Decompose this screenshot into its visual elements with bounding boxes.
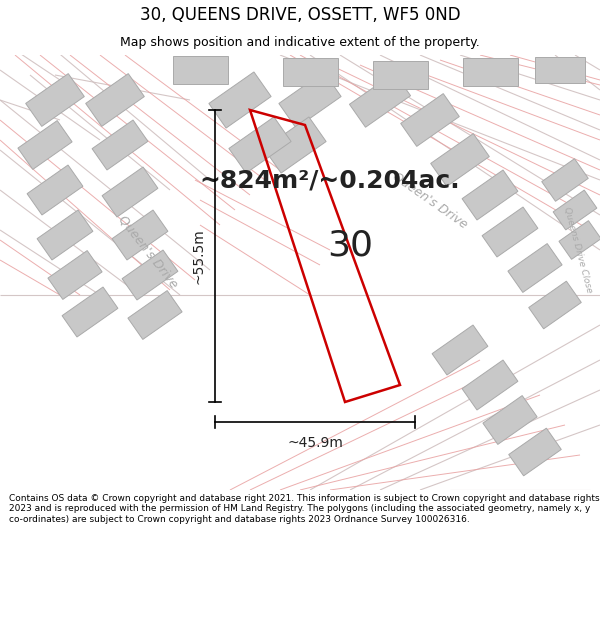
Text: Queen's Drive: Queen's Drive (390, 169, 470, 231)
Text: ~45.9m: ~45.9m (287, 436, 343, 450)
Polygon shape (509, 428, 561, 476)
Polygon shape (508, 244, 562, 292)
Polygon shape (18, 121, 72, 169)
Polygon shape (463, 58, 517, 86)
Text: Contains OS data © Crown copyright and database right 2021. This information is : Contains OS data © Crown copyright and d… (9, 494, 599, 524)
Polygon shape (279, 72, 341, 128)
Polygon shape (529, 281, 581, 329)
Polygon shape (209, 72, 271, 128)
Text: Map shows position and indicative extent of the property.: Map shows position and indicative extent… (120, 36, 480, 49)
Text: 30, QUEENS DRIVE, OSSETT, WF5 0ND: 30, QUEENS DRIVE, OSSETT, WF5 0ND (140, 6, 460, 24)
Polygon shape (86, 74, 145, 126)
Polygon shape (26, 74, 85, 126)
Polygon shape (283, 58, 337, 86)
Polygon shape (48, 251, 102, 299)
Polygon shape (27, 165, 83, 215)
Text: ~824m²/~0.204ac.: ~824m²/~0.204ac. (200, 168, 460, 192)
Polygon shape (483, 396, 537, 444)
Text: 30: 30 (327, 229, 373, 262)
Polygon shape (102, 167, 158, 217)
Polygon shape (37, 210, 93, 260)
Polygon shape (559, 221, 600, 259)
Text: ~55.5m: ~55.5m (191, 228, 205, 284)
Polygon shape (431, 134, 490, 186)
Polygon shape (349, 72, 410, 127)
Polygon shape (482, 207, 538, 257)
Polygon shape (229, 117, 291, 173)
Polygon shape (112, 210, 168, 260)
Text: Queens Drive Close: Queens Drive Close (562, 206, 594, 294)
Polygon shape (535, 57, 585, 83)
Polygon shape (264, 117, 326, 173)
Polygon shape (401, 94, 460, 146)
Polygon shape (462, 170, 518, 220)
Polygon shape (462, 360, 518, 410)
Polygon shape (62, 287, 118, 337)
Polygon shape (92, 120, 148, 170)
Polygon shape (553, 190, 597, 230)
Polygon shape (128, 291, 182, 339)
Polygon shape (542, 159, 588, 201)
Polygon shape (122, 250, 178, 300)
Text: Queen's Drive: Queen's Drive (116, 213, 181, 291)
Polygon shape (432, 325, 488, 375)
Polygon shape (173, 56, 227, 84)
Polygon shape (373, 61, 427, 89)
